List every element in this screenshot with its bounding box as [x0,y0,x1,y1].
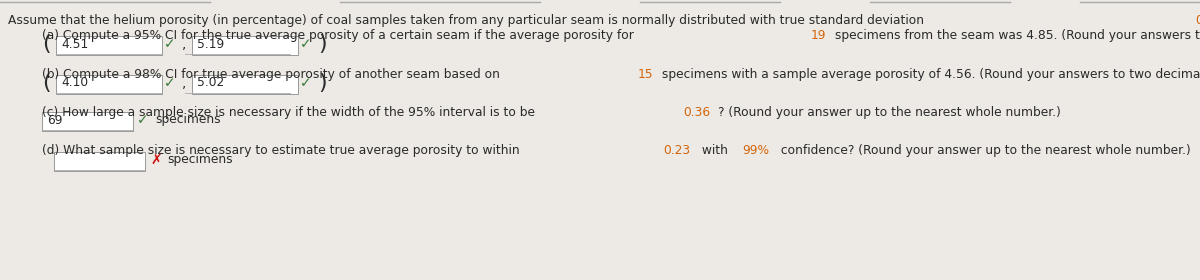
FancyBboxPatch shape [54,151,144,171]
Text: ✓: ✓ [137,113,149,127]
Text: (: ( [42,73,50,93]
Text: (b) Compute a 98% CI for true average porosity of another seam based on: (b) Compute a 98% CI for true average po… [42,68,504,81]
Text: (c) How large a sample size is necessary if the width of the 95% interval is to : (c) How large a sample size is necessary… [42,106,539,119]
FancyBboxPatch shape [192,36,298,55]
Text: ✓: ✓ [164,76,175,90]
Text: ✓: ✓ [300,37,312,51]
FancyBboxPatch shape [55,36,162,55]
Text: 4.10: 4.10 [61,76,88,90]
Text: ? (Round your answer up to the nearest whole number.): ? (Round your answer up to the nearest w… [718,106,1061,119]
Text: confidence? (Round your answer up to the nearest whole number.): confidence? (Round your answer up to the… [776,144,1190,157]
Text: ✓: ✓ [164,37,175,51]
FancyBboxPatch shape [42,111,132,130]
Text: 19: 19 [811,29,827,42]
Text: 5.19: 5.19 [197,38,224,50]
Text: 5.02: 5.02 [197,76,224,90]
Text: (a) Compute a 95% CI for the true average porosity of a certain seam if the aver: (a) Compute a 95% CI for the true averag… [42,29,637,42]
FancyBboxPatch shape [192,74,298,94]
Text: specimens: specimens [155,113,221,127]
Text: ): ) [318,73,326,93]
Text: 99%: 99% [742,144,769,157]
Text: ,: , [182,37,186,51]
Text: 4.51: 4.51 [61,38,89,50]
Text: ✓: ✓ [300,76,312,90]
Text: specimens: specimens [167,153,233,167]
Text: ,: , [182,76,186,90]
Text: Assume that the helium porosity (in percentage) of coal samples taken from any p: Assume that the helium porosity (in perc… [8,14,928,27]
FancyBboxPatch shape [55,74,162,94]
Text: 0.36: 0.36 [683,106,710,119]
Text: (d) What sample size is necessary to estimate true average porosity to within: (d) What sample size is necessary to est… [42,144,523,157]
Text: 15: 15 [638,68,654,81]
Text: specimens from the seam was 4.85. (Round your answers to two decimal places.): specimens from the seam was 4.85. (Round… [830,29,1200,42]
Text: 69: 69 [47,113,62,127]
Text: specimens with a sample average porosity of 4.56. (Round your answers to two dec: specimens with a sample average porosity… [658,68,1200,81]
Text: with: with [698,144,732,157]
Text: ✗: ✗ [150,153,162,167]
Text: 0.23: 0.23 [664,144,690,157]
Text: ): ) [318,34,326,54]
Text: (: ( [42,34,50,54]
Text: 0.76: 0.76 [1195,14,1200,27]
